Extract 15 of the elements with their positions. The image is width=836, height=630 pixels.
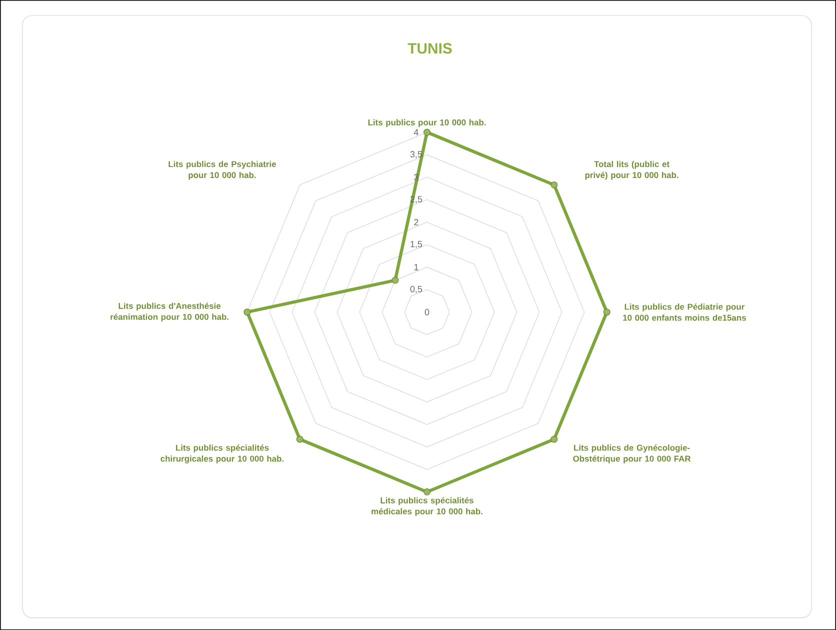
- y-tick-label: 0: [424, 308, 430, 316]
- spoke-label: Lits publics d'Anesthésie réanimation pour 10 000 hab.: [110, 302, 228, 322]
- spoke-label: Lits publics pour 10 000 hab.: [368, 119, 486, 127]
- y-tick-label: 4: [414, 129, 418, 136]
- spoke-label: Lits publics spécialités médicales pour 10 000 hab.: [372, 497, 482, 516]
- chart-title: TUNIS: [408, 42, 452, 54]
- spoke-label: Total lits (public et privé) pour 10 000 hab.: [585, 160, 678, 180]
- spoke-label: Lits publics spécialités chirurgicales pour 10 000 hab.: [160, 444, 284, 464]
- spoke-label: Lits publics de Psychiatrie pour 10 000 hab.: [168, 160, 276, 180]
- y-tick-label: 1: [414, 264, 418, 270]
- y-tick-label: 2: [414, 218, 418, 226]
- spoke-label: Lits publics de Gynécologie-Obstétrique pour 10 000 FAR: [573, 444, 691, 464]
- y-tick-label: 0,5: [410, 286, 422, 294]
- y-tick-label: 1,5: [410, 240, 422, 248]
- spoke-label: Lits publics de Pédiatrie pour 10 000 enfants moins de15ans: [623, 303, 746, 321]
